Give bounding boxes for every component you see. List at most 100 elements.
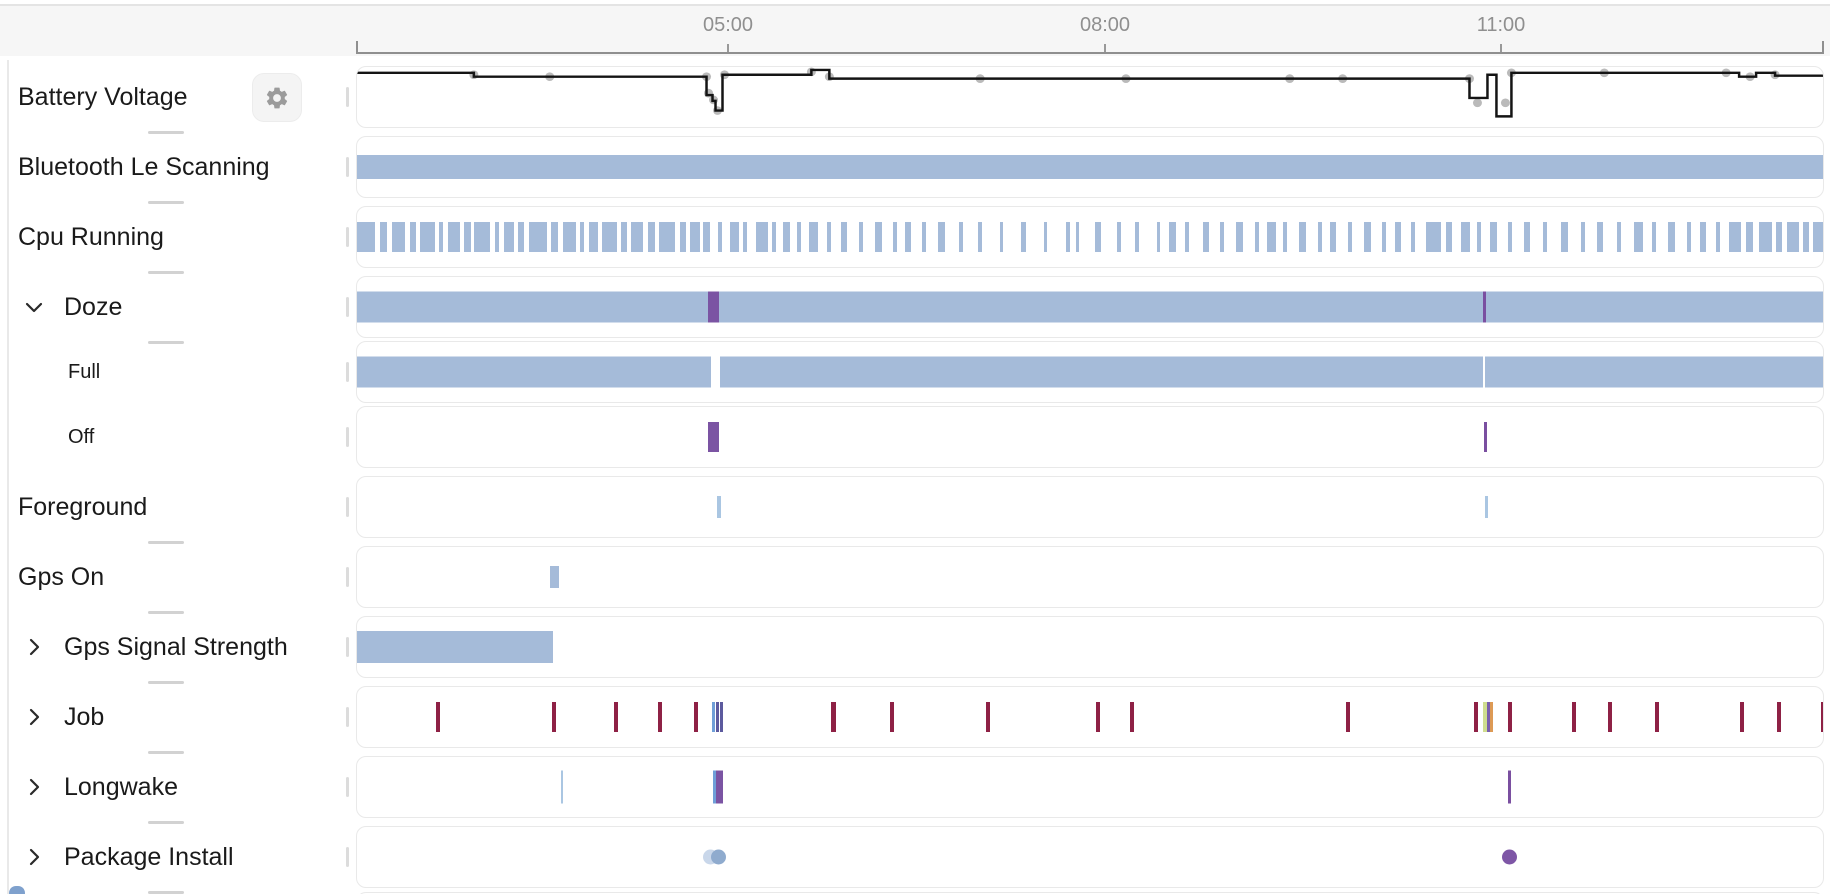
timeline-mark: [357, 155, 1823, 179]
timeline-mark: [1508, 702, 1512, 732]
row-title: Bluetooth Le Scanning: [18, 152, 270, 181]
timeline-mark: [658, 702, 662, 732]
activity-segment: [730, 222, 739, 252]
timeline-mark: [1096, 702, 1100, 732]
row-resize-handle[interactable]: [148, 341, 184, 344]
track-doze-full[interactable]: [356, 341, 1824, 403]
row-resize-handle[interactable]: [148, 891, 184, 894]
activity-segment: [439, 222, 443, 252]
activity-segment: [1759, 222, 1772, 252]
chevron-right-icon[interactable]: [22, 705, 46, 729]
track-doze[interactable]: [356, 276, 1824, 338]
axis-tick: [727, 44, 729, 52]
row-doze-off: Off: [0, 406, 1830, 468]
activity-segment: [504, 222, 514, 252]
track-job[interactable]: [356, 686, 1824, 748]
row-resize-handle[interactable]: [148, 751, 184, 754]
timeline-mark: [550, 566, 559, 588]
row-gps-signal-strength: Gps Signal Strength: [0, 616, 1830, 684]
header-strip: [0, 6, 1830, 56]
track-doze-off[interactable]: [356, 406, 1824, 468]
row-edge-tick: [346, 427, 349, 447]
chevron-right-icon[interactable]: [22, 635, 46, 659]
track-battery-voltage[interactable]: [356, 66, 1824, 128]
row-edge-tick: [346, 157, 349, 177]
track-cpu-running[interactable]: [356, 206, 1824, 268]
axis-end-tick: [356, 41, 358, 52]
timeline-mark: [708, 422, 719, 452]
row-label-longwake[interactable]: Longwake: [0, 756, 356, 818]
timeline-mark: [1608, 702, 1612, 732]
chevron-down-icon[interactable]: [22, 295, 46, 319]
settings-button[interactable]: [252, 73, 302, 122]
track-bluetooth-le-scanning[interactable]: [356, 136, 1824, 198]
activity-segment: [1597, 222, 1603, 252]
activity-segment: [1746, 222, 1753, 252]
activity-segment: [1700, 222, 1706, 252]
track-gps-on[interactable]: [356, 546, 1824, 608]
timeline-mark: [1130, 702, 1134, 732]
activity-segment: [648, 222, 655, 252]
timeline-mark: [890, 702, 894, 732]
track-foreground[interactable]: [356, 476, 1824, 538]
timeline-mark: [708, 291, 719, 323]
activity-segment: [978, 222, 982, 252]
activity-segment: [783, 222, 790, 252]
time-axis-line: [356, 52, 1824, 54]
activity-segment: [922, 222, 926, 252]
timeline-mark: [357, 356, 711, 388]
row-resize-handle[interactable]: [148, 681, 184, 684]
activity-segment: [580, 222, 584, 252]
row-resize-handle[interactable]: [148, 541, 184, 544]
chevron-right-icon[interactable]: [22, 775, 46, 799]
track-gps-signal-strength[interactable]: [356, 616, 1824, 678]
row-resize-handle[interactable]: [148, 271, 184, 274]
activity-segment: [1617, 222, 1621, 252]
activity-segment: [495, 222, 499, 252]
timeline-mark: [720, 702, 723, 732]
activity-segment: [357, 222, 375, 252]
activity-segment: [841, 222, 847, 252]
axis-label: 08:00: [1079, 14, 1131, 36]
activity-segment: [1318, 222, 1322, 252]
row-foreground: Foreground: [0, 476, 1830, 544]
activity-segment: [1095, 222, 1101, 252]
activity-segment: [1426, 222, 1441, 252]
scrollbar-thumb[interactable]: [9, 886, 25, 894]
activity-segment: [1411, 222, 1415, 252]
track-longwake[interactable]: [356, 756, 1824, 818]
activity-segment: [392, 222, 405, 252]
activity-segment: [1185, 222, 1189, 252]
activity-segment: [420, 222, 435, 252]
row-resize-handle[interactable]: [148, 611, 184, 614]
activity-segment: [1524, 222, 1530, 252]
chevron-right-icon[interactable]: [22, 845, 46, 869]
activity-segment: [1729, 222, 1741, 252]
row-label-doze-off: Off: [0, 406, 356, 468]
row-resize-handle[interactable]: [148, 821, 184, 824]
activity-segment: [589, 222, 598, 252]
activity-segment: [1716, 222, 1720, 252]
row-label-job[interactable]: Job: [0, 686, 356, 748]
row-label-package-install[interactable]: Package Install: [0, 826, 356, 888]
activity-segment: [1000, 222, 1003, 252]
track-package-install[interactable]: [356, 826, 1824, 888]
activity-segment: [1561, 222, 1568, 252]
row-label-gps-signal-strength[interactable]: Gps Signal Strength: [0, 616, 356, 678]
timeline-mark: [1821, 702, 1823, 732]
row-resize-handle[interactable]: [148, 131, 184, 134]
row-title: Longwake: [64, 772, 178, 801]
row-edge-tick: [346, 297, 349, 317]
row-label-doze[interactable]: Doze: [0, 276, 356, 338]
activity-segment: [1236, 222, 1243, 252]
activity-segment: [859, 222, 863, 252]
row-title: Doze: [64, 292, 123, 321]
scrollbar-track[interactable]: [7, 60, 9, 894]
activity-segment: [1668, 222, 1675, 252]
activity-segment: [905, 222, 911, 252]
activity-segment: [1348, 222, 1352, 252]
timeline-mark: [1508, 770, 1511, 804]
row-longwake: Longwake: [0, 756, 1830, 824]
row-resize-handle[interactable]: [148, 201, 184, 204]
axis-tick: [1104, 44, 1106, 52]
